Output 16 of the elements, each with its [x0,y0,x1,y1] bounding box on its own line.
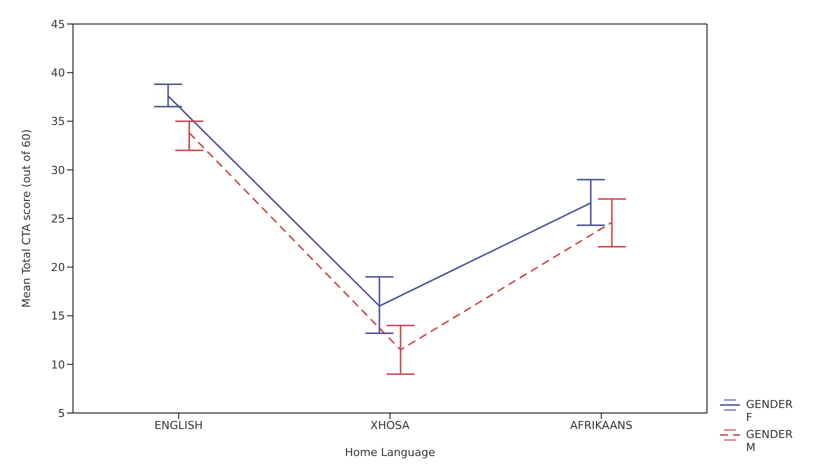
y-tick-label: 25 [51,212,65,226]
y-tick-label: 10 [51,358,65,372]
x-tick-label: XHOSA [370,418,410,432]
legend-label: GENDER F [746,398,794,424]
legend-label: GENDER M [746,428,794,454]
x-axis-title: Home Language [344,446,436,459]
x-tick-label: ENGLISH [154,418,203,432]
y-tick-label: 5 [58,406,65,420]
y-tick-label: 15 [51,310,65,323]
y-tick-label: 35 [51,115,65,128]
y-tick-label: 20 [51,261,65,274]
y-tick-label: 45 [51,18,65,31]
y-tick-label: 30 [51,164,65,177]
y-axis-title: Mean Total CTA score (out of 60) [20,129,33,308]
y-tick-label: 40 [51,66,65,80]
x-tick-label: AFRIKAANS [570,418,633,432]
